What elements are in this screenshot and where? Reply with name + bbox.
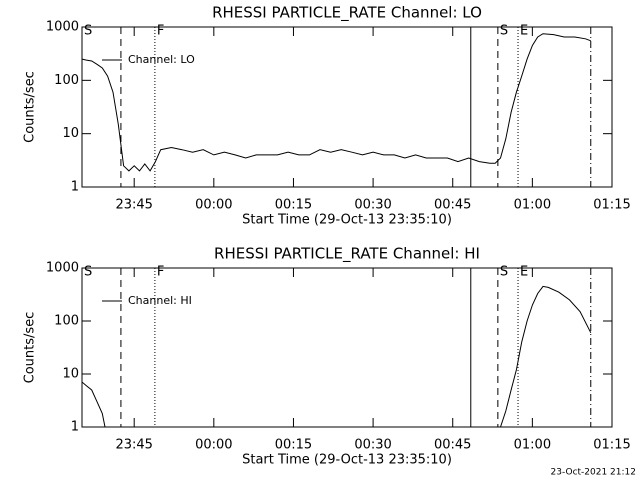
x-tick-label: 00:30	[354, 198, 391, 213]
legend-label: Channel: HI	[128, 294, 192, 307]
x-tick-label: 23:45	[115, 198, 152, 213]
x-tick-label: 00:45	[434, 438, 471, 453]
x-tick-label: 23:45	[115, 438, 152, 453]
y-tick-label: 1	[71, 420, 79, 435]
x-tick-label: 01:00	[514, 198, 551, 213]
x-tick-label: 00:30	[354, 438, 391, 453]
y-tick-label: 1	[71, 180, 79, 195]
x-tick-label: 01:00	[514, 438, 551, 453]
marker-label: E	[520, 265, 528, 280]
x-tick-label: 00:00	[195, 438, 232, 453]
footer: 23-Oct-2021 21:12	[551, 468, 636, 478]
y-axis-label: Counts/sec	[23, 71, 38, 143]
marker-label: E	[520, 24, 528, 39]
x-axis-label: Start Time (29-Oct-13 23:35:10)	[242, 453, 452, 468]
x-tick-label: 01:15	[593, 198, 630, 213]
x-tick-label: 00:45	[434, 198, 471, 213]
y-tick-label: 100	[54, 314, 79, 329]
marker-label: F	[157, 24, 164, 39]
chart-title: RHESSI PARTICLE_RATE Channel: HI	[214, 245, 480, 264]
y-tick-label: 100	[54, 73, 79, 88]
y-tick-label: 10	[62, 126, 79, 141]
data-line	[82, 33, 591, 172]
data-line	[82, 285, 592, 427]
y-axis-label: Counts/sec	[23, 312, 38, 384]
x-tick-label: 00:15	[275, 198, 312, 213]
x-axis-label: Start Time (29-Oct-13 23:35:10)	[242, 213, 452, 228]
x-tick-label: 01:15	[593, 438, 630, 453]
marker-label: S	[84, 24, 92, 39]
marker-label: S	[500, 265, 508, 280]
legend-label: Channel: LO	[128, 53, 195, 66]
marker-label: F	[157, 265, 164, 280]
marker-label: S	[84, 265, 92, 280]
y-tick-label: 1000	[46, 261, 79, 276]
marker-label: S	[500, 24, 508, 39]
x-tick-label: 00:00	[195, 198, 232, 213]
y-tick-label: 1000	[46, 20, 79, 35]
y-tick-label: 10	[62, 367, 79, 382]
chart-title: RHESSI PARTICLE_RATE Channel: LO	[212, 4, 482, 23]
x-tick-label: 00:15	[275, 438, 312, 453]
